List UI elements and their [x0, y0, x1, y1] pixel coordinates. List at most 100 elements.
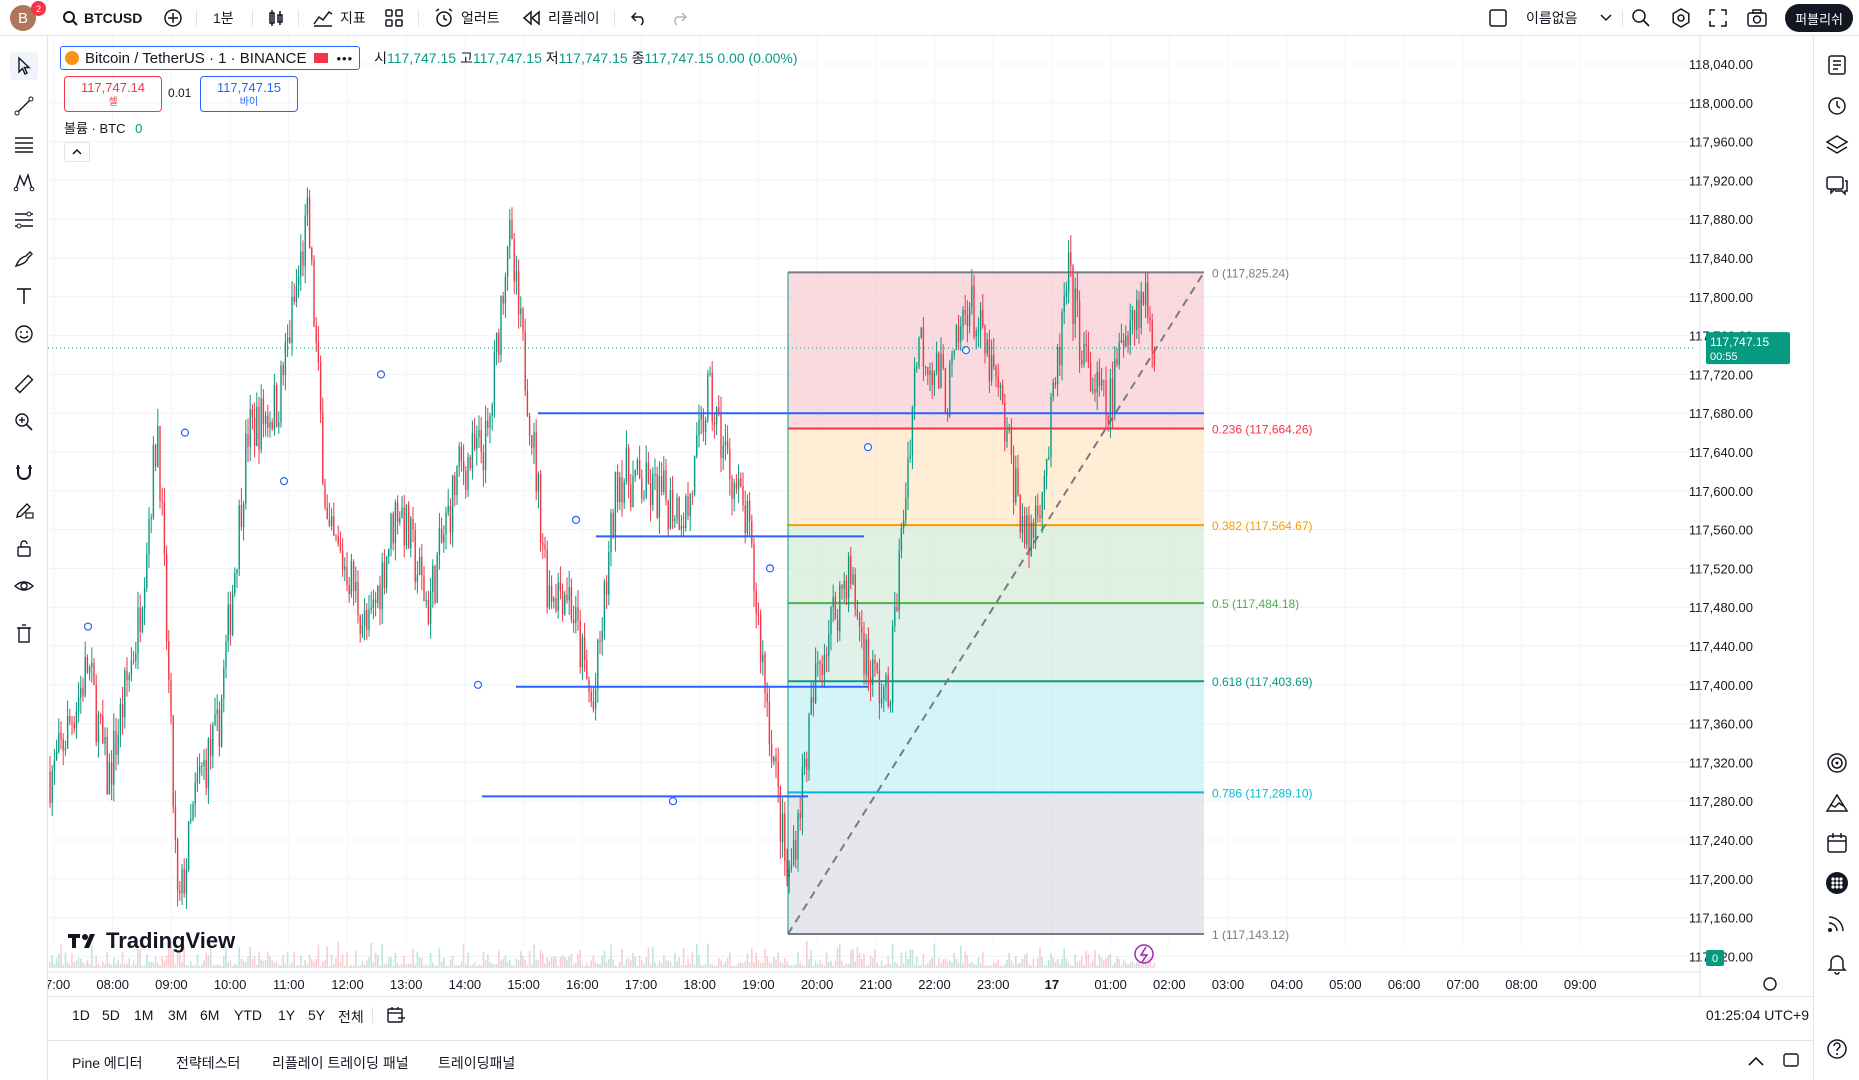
candle-body	[614, 471, 617, 537]
lock-drawings-tool[interactable]	[10, 534, 38, 562]
undo-button[interactable]	[630, 6, 648, 30]
collapse-panel-button[interactable]	[1748, 1053, 1764, 1071]
chats-button[interactable]	[1822, 170, 1852, 200]
tab-strategy-tester[interactable]: 전략테스터	[176, 1055, 241, 1071]
watchlist-button[interactable]	[1822, 50, 1852, 80]
candle-body	[542, 542, 544, 545]
layout-toggle-button[interactable]	[1488, 6, 1508, 30]
ideas-button[interactable]	[1822, 788, 1852, 818]
candle-body	[126, 670, 128, 681]
maximize-panel-button[interactable]	[1782, 1051, 1800, 1074]
quick-search-button[interactable]	[1630, 6, 1652, 30]
text-tool[interactable]	[10, 282, 38, 310]
right-sidebar	[1813, 36, 1859, 1080]
tab-trading-panel[interactable]: 트레이딩패널	[438, 1055, 516, 1071]
candle-body	[181, 868, 183, 894]
volume-bar	[165, 955, 168, 968]
volume-bar	[570, 953, 573, 968]
candle-body	[440, 528, 443, 543]
candle-body	[568, 587, 570, 601]
compare-button[interactable]	[163, 6, 183, 30]
candle-body	[227, 604, 229, 642]
settings-button[interactable]	[1670, 6, 1692, 30]
time-axis[interactable]: 17:00 08:00 09:00 10:00 11:00 12:00 13:00 14:00…	[48, 944, 1777, 992]
collapse-legend-button[interactable]	[64, 142, 90, 162]
time-tick-label: 17:00	[625, 977, 658, 992]
notifications-button[interactable]	[1822, 948, 1852, 978]
range-1d[interactable]: 1D	[72, 1007, 90, 1023]
range-6m[interactable]: 6M	[200, 1007, 220, 1023]
replay-button[interactable]: 리플레이	[522, 6, 600, 30]
candle-body	[190, 819, 192, 822]
cursor-tool[interactable]	[10, 52, 38, 80]
volume-bar	[445, 965, 447, 968]
snapshot-button[interactable]	[1746, 6, 1768, 30]
tab-pine-editor[interactable]: Pine 에디터	[72, 1055, 143, 1071]
goto-date-button[interactable]	[386, 1005, 406, 1030]
pattern-tool[interactable]	[10, 168, 38, 196]
volume-bar	[1065, 958, 1068, 968]
measure-tool[interactable]	[10, 370, 38, 398]
remove-drawings-tool[interactable]	[10, 620, 38, 648]
volume-bar	[414, 964, 416, 968]
range-5d[interactable]: 5D	[102, 1007, 120, 1023]
stay-drawing-tool[interactable]	[10, 496, 38, 524]
range-5y[interactable]: 5Y	[308, 1007, 326, 1023]
magnet-tool[interactable]	[10, 458, 38, 486]
sell-button[interactable]: 117,747.14 셀	[64, 76, 162, 112]
indicators-button[interactable]: 지표	[312, 6, 366, 30]
hide-drawings-tool[interactable]	[10, 572, 38, 600]
screener-button[interactable]	[1822, 748, 1852, 778]
symbol-search-button[interactable]: BTCUSD	[62, 6, 142, 30]
alerts-button[interactable]	[1822, 90, 1852, 120]
volume-bar	[163, 960, 166, 968]
redo-button[interactable]	[670, 6, 688, 30]
more-icon[interactable]: •••	[336, 50, 354, 66]
horizontal-drawings[interactable]	[83, 346, 1205, 806]
volume-bar	[1131, 961, 1134, 968]
chart-type-button[interactable]	[266, 6, 286, 30]
candle-body	[918, 338, 920, 367]
emoji-tool[interactable]	[10, 320, 38, 348]
range-3m[interactable]: 3M	[168, 1007, 188, 1023]
range-1y[interactable]: 1Y	[278, 1007, 296, 1023]
volume-bar	[559, 956, 562, 968]
horizontal-lines-tool[interactable]	[10, 130, 38, 158]
volume-bar	[412, 949, 414, 968]
volume-bar	[610, 944, 612, 968]
price-axis[interactable]: 118,040.00 118,000.00 117,960.00 117,920.00…	[48, 36, 1790, 996]
trend-line-tool[interactable]	[10, 92, 38, 120]
layout-name-dropdown[interactable]: 이름없음	[1526, 6, 1612, 30]
symbol-legend[interactable]: Bitcoin / TetherUS · 1 · BINANCE •••	[60, 46, 361, 70]
range-all[interactable]: 전체	[338, 1009, 364, 1025]
range-1m[interactable]: 1M	[134, 1007, 154, 1023]
price-tick-label: 117,280.00	[1689, 794, 1753, 809]
publish-button[interactable]: 퍼블리쉬	[1785, 4, 1853, 32]
calendar-button[interactable]	[1822, 828, 1852, 858]
fib-retracement[interactable]: 0 (117,825.24) 0.236 (117,664.26) 0.382 (1…	[787, 266, 1313, 942]
brush-tool[interactable]	[10, 244, 38, 272]
range-ytd[interactable]: YTD	[234, 1007, 262, 1023]
flag-icon[interactable]	[314, 53, 329, 63]
apps-button[interactable]	[1822, 868, 1852, 898]
price-chart[interactable]: 0 (117,825.24) 0.236 (117,664.26) 0.382 (1…	[48, 36, 1813, 996]
candle-body	[1125, 335, 1127, 347]
tab-replay-trading-panel[interactable]: 리플레이 트레이딩 패널	[272, 1055, 409, 1071]
timezone-clock[interactable]: 01:25:04 UTC+9	[1705, 1007, 1809, 1023]
alert-button[interactable]: 얼러트	[433, 6, 500, 30]
buy-button[interactable]: 117,747.15 바이	[200, 76, 298, 112]
volume-bar	[80, 958, 82, 968]
volume-bar	[927, 963, 929, 968]
fullscreen-button[interactable]	[1708, 6, 1728, 30]
help-button[interactable]	[1822, 1034, 1852, 1064]
zoom-tool[interactable]	[10, 408, 38, 436]
object-tree-button[interactable]	[1822, 130, 1852, 160]
interval-button[interactable]: 1분	[213, 6, 234, 30]
layout-templates-button[interactable]	[384, 6, 404, 30]
fib-tool[interactable]	[10, 206, 38, 234]
path-anchor-point	[83, 622, 93, 631]
candle-body	[363, 610, 366, 626]
candle-body	[297, 276, 300, 286]
volume-legend[interactable]: 볼륨 · BTC 0	[64, 118, 142, 137]
stream-button[interactable]	[1822, 908, 1852, 938]
